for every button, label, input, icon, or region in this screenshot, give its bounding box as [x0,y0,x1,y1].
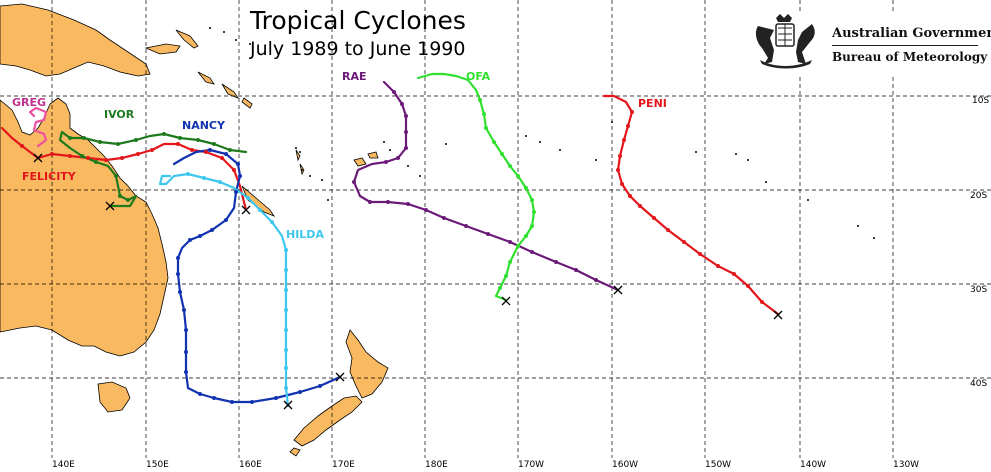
ivor-end-marker [105,201,115,211]
solomon-islands-landmass [197,71,253,109]
bureau-name: Bureau of Meteorology [832,50,988,64]
ofa-end-marker [501,296,511,306]
peni-end-marker [773,310,783,320]
rae-track [352,80,620,292]
stewart-island [289,447,301,457]
land-masses [0,3,389,457]
tasmania-landmass [97,381,131,413]
longitude-label-130w: 130W [893,460,920,470]
greg-track [28,106,48,148]
hilda-track [158,172,290,408]
longitude-label-170w: 170W [518,460,545,470]
cyclone-label-hilda: HILDA [286,228,324,241]
vanuatu-landmass [295,149,305,176]
australia-landmass [0,97,169,357]
longitude-label-140w: 140W [800,460,827,470]
longitude-label-140e: 140E [52,460,75,470]
peni-track [602,94,780,316]
longitude-label-180e: 180E [425,460,448,470]
latitude-label-30s: 30S [970,285,988,295]
new-guinea-landmass [0,3,151,77]
new-zealand-south-island [293,395,363,447]
map-subtitle: July 1989 to June 1990 [250,38,466,60]
nancy-end-marker [335,372,345,382]
latitude-label-40s: 40S [970,379,988,389]
longitude-label-160w: 160W [612,460,639,470]
coat-of-arms-icon [755,14,815,69]
track-position-dots [20,90,764,404]
cyclone-label-greg: GREG [12,96,47,109]
hilda-end-marker [283,400,293,410]
cyclone-label-rae: RAE [342,70,367,83]
map-title: Tropical Cyclones [250,6,466,35]
longitude-axis-strip [0,458,991,472]
nancy-track [172,148,342,404]
longitude-label-150w: 150W [705,460,732,470]
greg-end-marker [33,153,43,163]
new-ireland-landmass [175,29,199,49]
cyclone-label-felicity: FELICITY [22,170,76,183]
logo-divider [832,45,978,46]
longitude-label-170e: 170E [332,460,355,470]
longitude-label-160e: 160E [239,460,262,470]
government-name: Australian Government [832,26,991,41]
rae-end-marker [613,285,623,295]
ofa-track [416,72,536,302]
new-britain-landmass [144,43,181,55]
small-islands [209,27,875,239]
cyclone-label-nancy: NANCY [182,119,225,132]
cyclone-label-ofa: OFA [466,70,491,83]
new-zealand-north-island [345,329,389,399]
latitude-label-20s: 20S [970,191,988,201]
cyclone-label-ivor: IVOR [104,108,135,121]
longitude-label-150e: 150E [146,460,169,470]
government-logo-block: Australian Government Bureau of Meteorol… [748,12,991,74]
cyclone-label-peni: PENI [638,97,667,110]
track-end-markers [33,153,783,410]
fiji-landmass [353,151,379,167]
felicity-end-marker [241,205,251,215]
latitude-label-10s: 10S [972,96,990,106]
